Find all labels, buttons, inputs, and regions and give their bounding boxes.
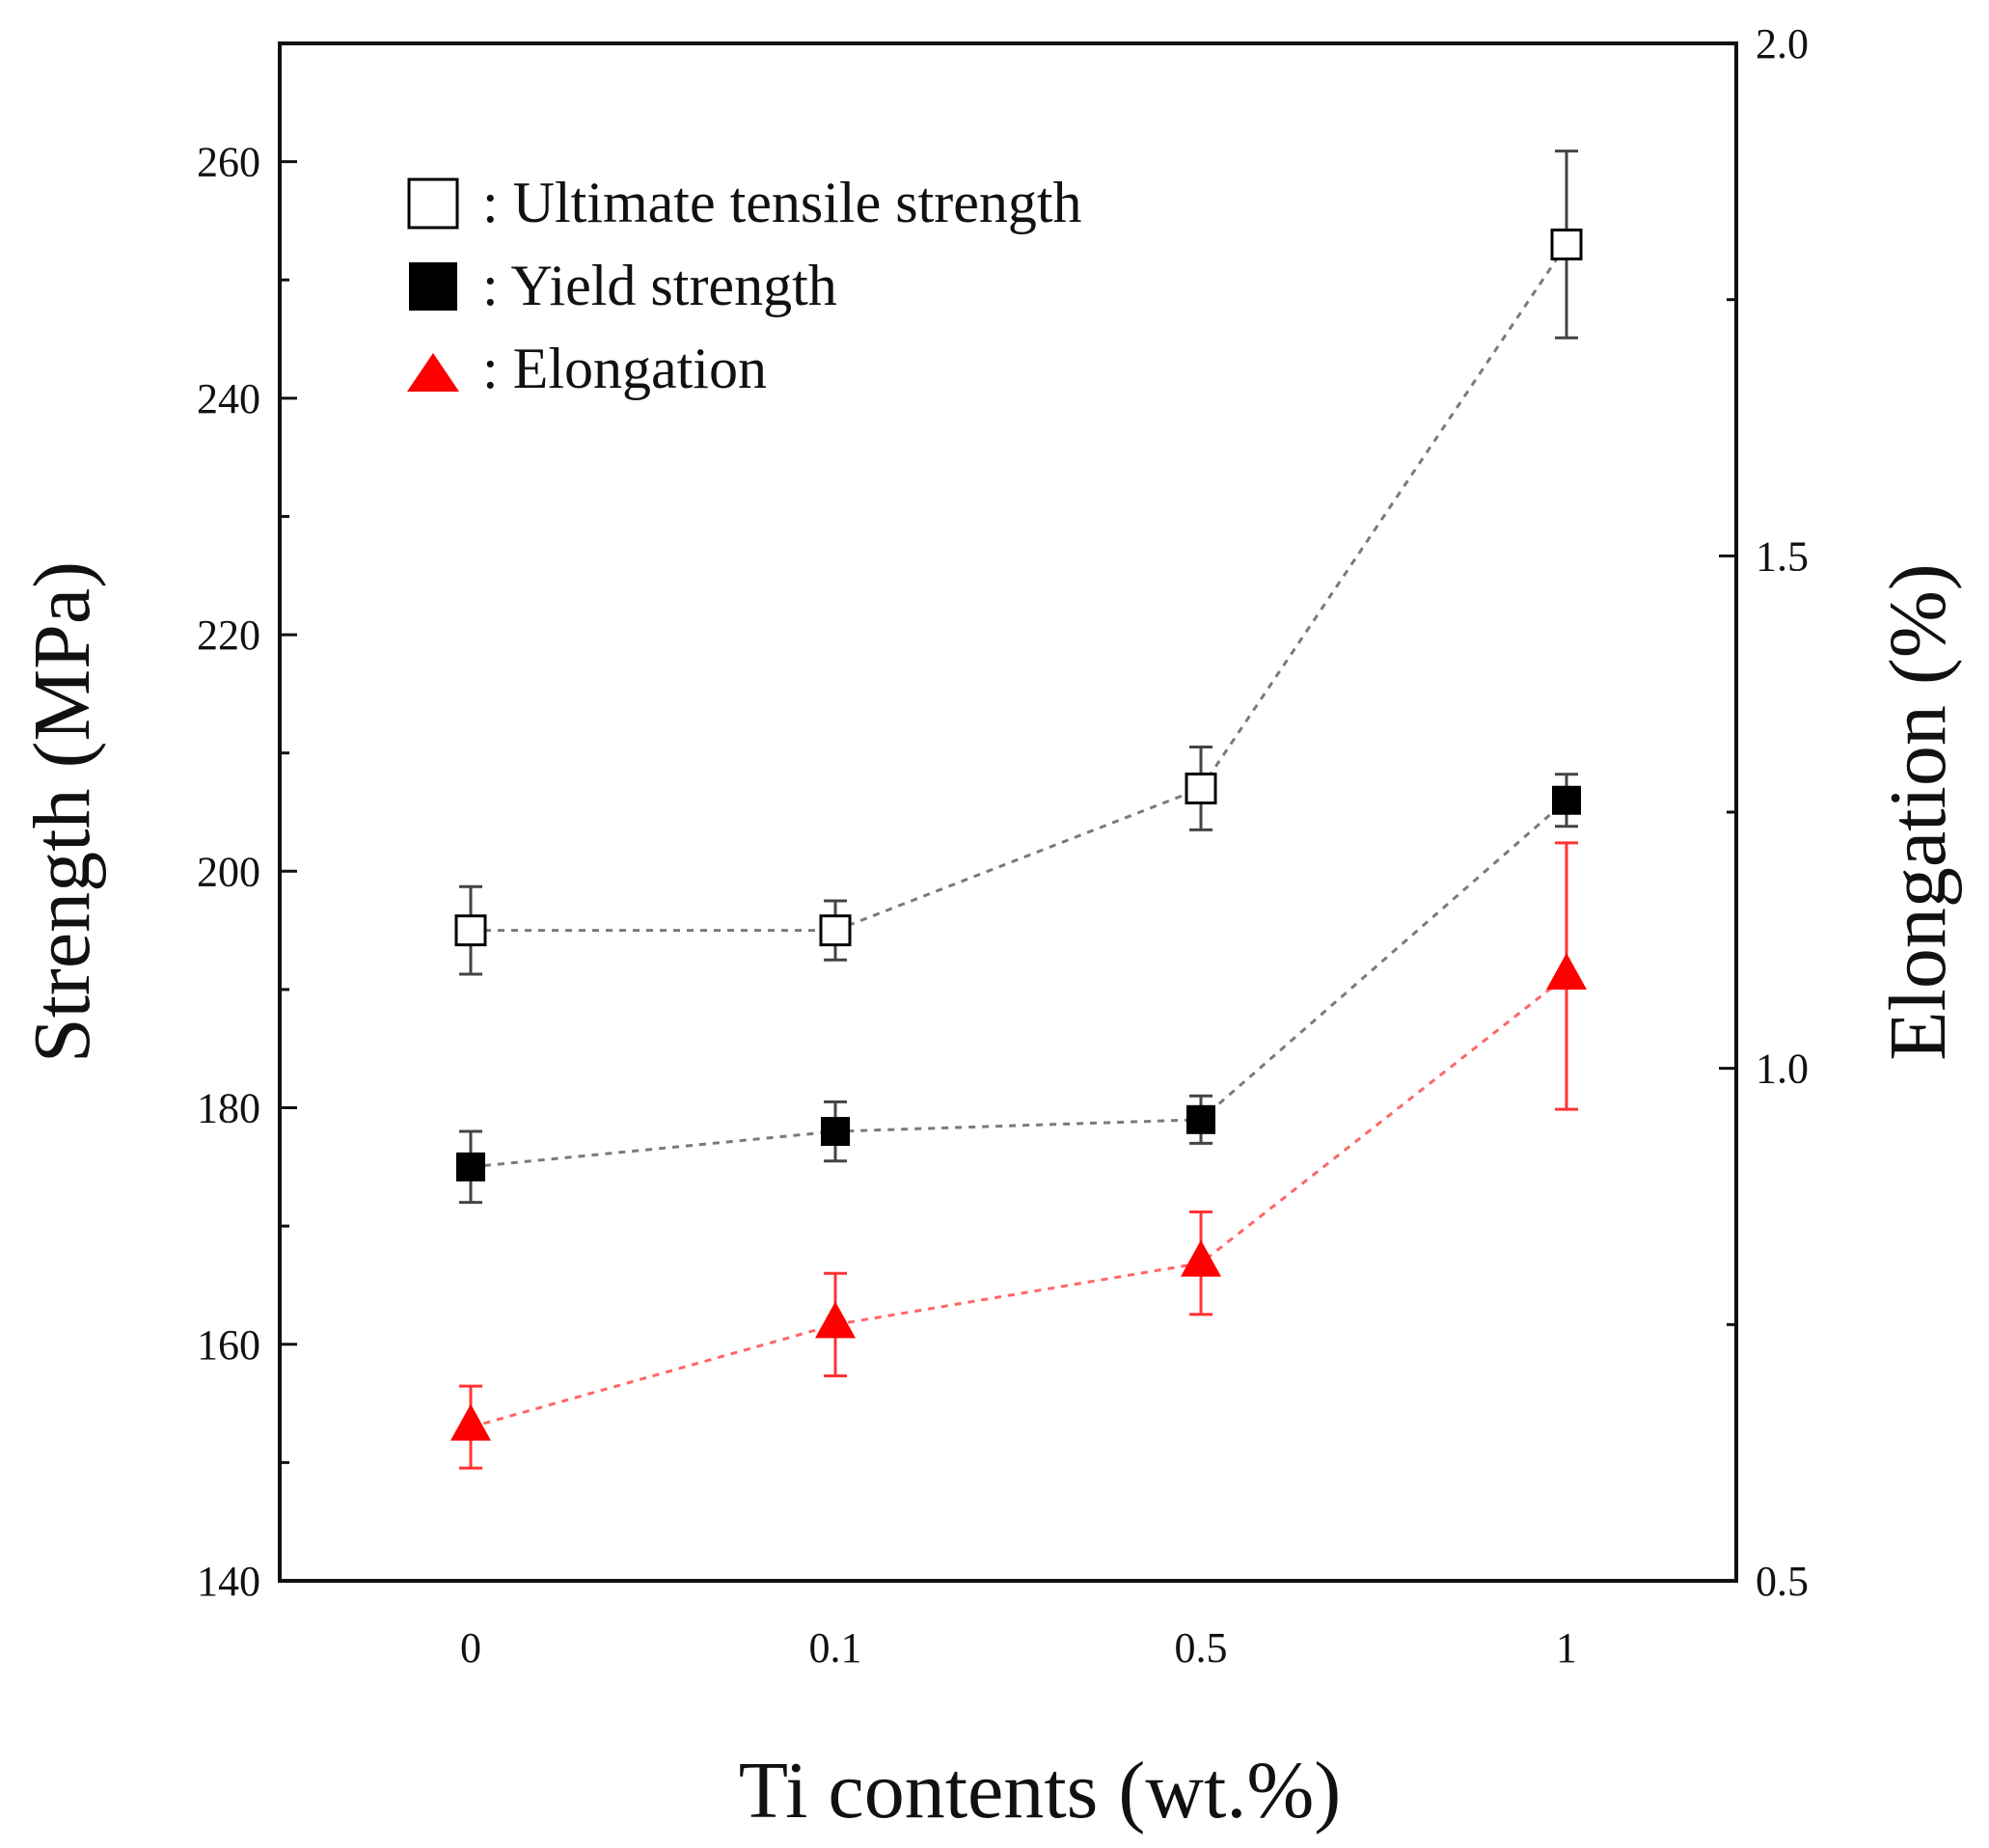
y-tick-label: 160: [197, 1321, 260, 1369]
y2-tick-label: 0.5: [1756, 1558, 1809, 1605]
legend-marker-elongation: [407, 353, 459, 392]
y-tick-label: 200: [197, 848, 260, 895]
series-1: [456, 773, 1581, 1205]
y2-tick-label: 1.0: [1756, 1046, 1809, 1093]
legend-label-uts: : Ultimate tensile strength: [482, 171, 1082, 234]
y-tick-label: 180: [197, 1085, 260, 1132]
axis-ticks: 140 160 180 200 220 240 260 0.5 1.0 1.5 2.0 0 0.1 0.5…: [197, 20, 1809, 1671]
legend-marker-uts: [407, 177, 459, 230]
data-point: [819, 914, 852, 947]
series-layer: [450, 149, 1587, 1470]
y-axis-title: Strength (MPa): [17, 561, 107, 1063]
y-tick-label: 260: [197, 139, 260, 186]
series-line: [470, 799, 1567, 1169]
data-point: [1185, 772, 1217, 804]
y-tick-label: 240: [197, 375, 260, 422]
data-point: [1552, 785, 1581, 815]
data-point: [1181, 1239, 1221, 1277]
data-point: [1546, 953, 1587, 991]
legend-marker-yield: [409, 262, 457, 311]
data-point: [450, 1403, 491, 1441]
legend-label-elongation: : Elongation: [482, 337, 767, 400]
data-point: [815, 1301, 856, 1339]
data-point: [454, 914, 487, 947]
data-point: [1550, 228, 1583, 260]
legend: : Ultimate tensile strength : Yield stre…: [407, 171, 1082, 400]
data-point: [1186, 1104, 1215, 1134]
y-tick-label: 140: [197, 1558, 260, 1605]
x-axis-title: Ti contents (wt.%): [739, 1746, 1342, 1835]
x-tick-label: 1: [1556, 1624, 1577, 1671]
x-tick-label: 0: [460, 1624, 481, 1671]
legend-label-yield: : Yield strength: [482, 254, 837, 317]
series-line: [471, 243, 1568, 933]
x-tick-label: 0.5: [1175, 1624, 1228, 1671]
data-point: [456, 1152, 485, 1182]
y2-axis-title: Elongation (%): [1873, 563, 1963, 1061]
data-point: [821, 1117, 850, 1147]
y2-tick-label: 2.0: [1756, 20, 1809, 68]
y-tick-label: 220: [197, 611, 260, 659]
series-2: [450, 841, 1587, 1470]
x-tick-label: 0.1: [809, 1624, 862, 1671]
series-0: [454, 149, 1583, 976]
series-line: [470, 974, 1567, 1429]
y2-tick-label: 1.5: [1756, 532, 1809, 580]
